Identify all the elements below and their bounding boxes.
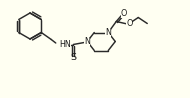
Text: O: O xyxy=(126,19,132,28)
Text: N: N xyxy=(105,28,111,37)
Text: N: N xyxy=(84,37,90,46)
Text: O: O xyxy=(121,9,127,18)
Text: HN: HN xyxy=(59,40,71,49)
Text: S: S xyxy=(70,53,76,62)
